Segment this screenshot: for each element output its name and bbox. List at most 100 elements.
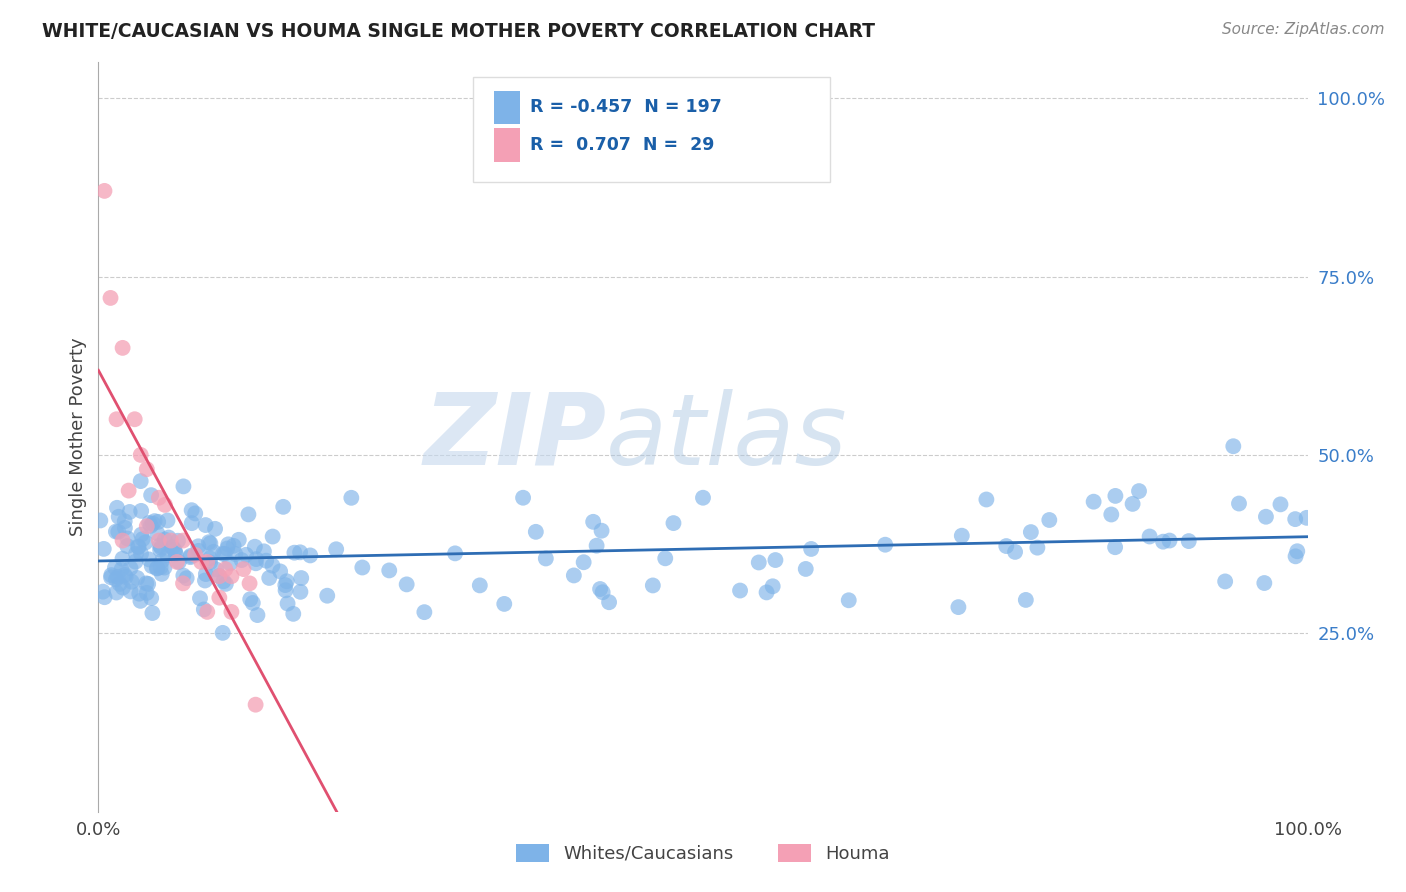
Point xyxy=(1295,511,1317,525)
Point xyxy=(572,555,595,569)
Point xyxy=(1004,545,1026,559)
Point xyxy=(111,341,134,355)
Point xyxy=(195,605,218,619)
Point xyxy=(172,533,194,548)
Point xyxy=(1128,484,1150,499)
Point xyxy=(1038,513,1060,527)
Point xyxy=(211,625,233,640)
Point xyxy=(180,516,202,530)
Point xyxy=(413,605,436,619)
Point xyxy=(129,547,152,561)
Point xyxy=(135,586,157,600)
Point xyxy=(150,566,173,581)
Point xyxy=(148,515,170,529)
Point xyxy=(274,583,297,598)
Point xyxy=(129,474,152,488)
Point xyxy=(239,592,262,607)
Point xyxy=(146,526,169,541)
Point xyxy=(232,562,254,576)
Point xyxy=(128,540,150,554)
Point xyxy=(118,505,141,519)
Point xyxy=(162,540,184,554)
Point xyxy=(762,579,785,593)
Point xyxy=(221,605,243,619)
Point xyxy=(111,533,134,548)
Point xyxy=(1177,534,1199,549)
Point xyxy=(239,576,262,591)
Point xyxy=(238,508,260,522)
Point xyxy=(180,503,202,517)
Point xyxy=(800,541,823,556)
Point xyxy=(120,584,142,599)
Point xyxy=(93,591,115,605)
Point xyxy=(1139,529,1161,543)
Point xyxy=(524,524,547,539)
Point xyxy=(591,524,613,538)
Point xyxy=(131,532,153,546)
Point xyxy=(138,552,160,566)
Point xyxy=(100,568,122,582)
Point xyxy=(1083,494,1105,508)
Point xyxy=(253,544,276,558)
Point xyxy=(204,522,226,536)
Point xyxy=(214,547,236,561)
Point xyxy=(1213,574,1236,589)
Point xyxy=(212,574,235,589)
Point xyxy=(948,600,970,615)
Text: atlas: atlas xyxy=(606,389,848,485)
Point xyxy=(838,593,860,607)
Point xyxy=(141,559,163,574)
Point xyxy=(217,541,239,556)
Point xyxy=(205,562,228,576)
Point xyxy=(188,591,211,606)
Point xyxy=(283,607,305,621)
Point xyxy=(589,582,612,596)
Point xyxy=(254,554,277,568)
Point xyxy=(271,500,294,514)
Point xyxy=(153,498,176,512)
FancyBboxPatch shape xyxy=(474,78,830,182)
Point xyxy=(728,583,751,598)
Point xyxy=(111,551,134,566)
Point xyxy=(262,530,284,544)
Point xyxy=(976,492,998,507)
Point xyxy=(195,555,218,569)
Point xyxy=(91,584,114,599)
Point xyxy=(995,539,1018,553)
Point xyxy=(141,606,163,620)
Point xyxy=(108,577,131,591)
Point xyxy=(290,584,312,599)
Point xyxy=(202,545,225,559)
Point xyxy=(134,535,156,549)
Point xyxy=(148,533,170,548)
Point xyxy=(129,527,152,541)
Point xyxy=(1227,496,1250,510)
Point xyxy=(163,542,186,557)
Point xyxy=(257,571,280,585)
Point xyxy=(194,574,217,588)
Point xyxy=(107,524,129,539)
Legend: Whites/Caucasians, Houma: Whites/Caucasians, Houma xyxy=(509,837,897,870)
Point xyxy=(692,491,714,505)
Point xyxy=(662,516,685,530)
Point xyxy=(135,576,157,591)
Point xyxy=(245,552,267,566)
Point xyxy=(111,581,134,595)
Point xyxy=(325,542,347,557)
Point xyxy=(208,569,231,583)
Point xyxy=(198,535,221,549)
Point xyxy=(585,539,607,553)
Point xyxy=(950,529,973,543)
Point xyxy=(190,555,212,569)
Point xyxy=(277,597,299,611)
Point xyxy=(114,570,136,584)
Point xyxy=(1222,439,1244,453)
Point xyxy=(129,504,152,518)
Point xyxy=(105,500,128,515)
Point xyxy=(121,574,143,589)
Point xyxy=(1286,544,1309,558)
Point xyxy=(1122,497,1144,511)
Point xyxy=(1026,541,1049,555)
Point xyxy=(512,491,534,505)
Point xyxy=(288,545,311,559)
